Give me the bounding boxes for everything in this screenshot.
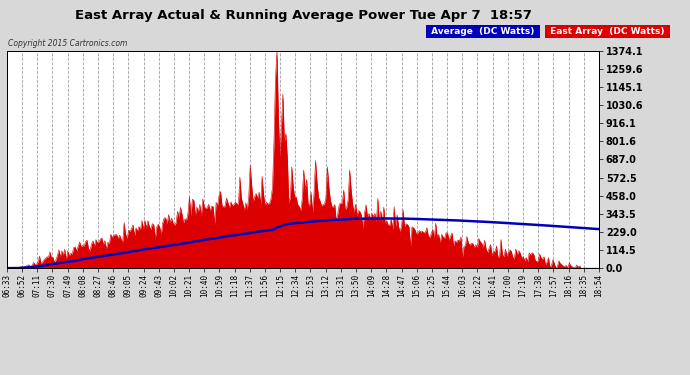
Text: Copyright 2015 Cartronics.com: Copyright 2015 Cartronics.com [8, 39, 128, 48]
Text: East Array  (DC Watts): East Array (DC Watts) [547, 27, 668, 36]
Text: Average  (DC Watts): Average (DC Watts) [428, 27, 538, 36]
Text: East Array Actual & Running Average Power Tue Apr 7  18:57: East Array Actual & Running Average Powe… [75, 9, 532, 22]
